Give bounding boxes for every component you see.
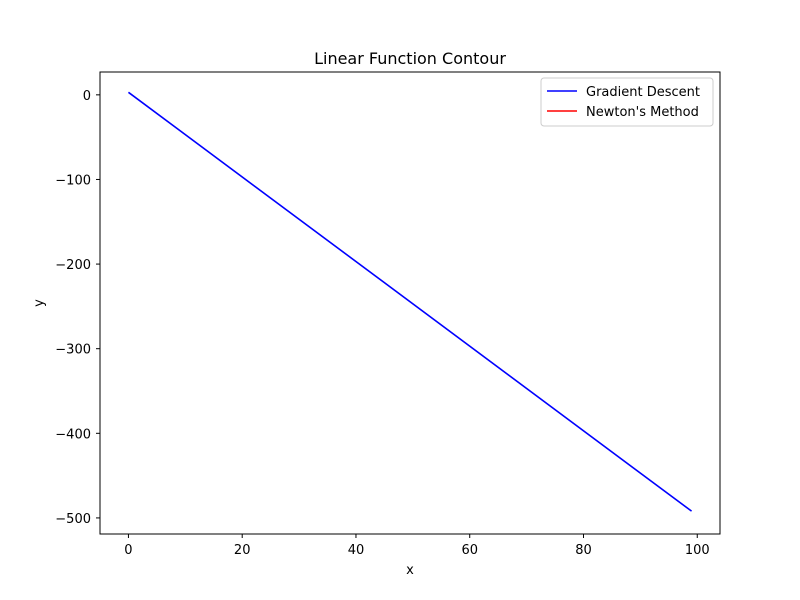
y-axis-label: y bbox=[32, 299, 47, 307]
x-tick-label: 20 bbox=[234, 543, 251, 558]
x-tick-label: 80 bbox=[575, 543, 592, 558]
x-tick-label: 60 bbox=[461, 543, 478, 558]
legend-label-newtons-method: Newton's Method bbox=[586, 105, 699, 120]
series-line-gradient-descent bbox=[127, 91, 693, 512]
legend: Gradient Descent Newton's Method bbox=[540, 77, 714, 127]
y-tick-label: −100 bbox=[55, 173, 91, 188]
y-tick-label: 0 bbox=[83, 89, 91, 104]
legend-label-gradient-descent: Gradient Descent bbox=[586, 85, 700, 100]
y-axis-ticks: 0 −100 −200 −300 −400 −500 bbox=[55, 89, 100, 527]
x-tick-label: 100 bbox=[685, 543, 710, 558]
series-layer bbox=[127, 91, 693, 512]
x-tick-label: 0 bbox=[124, 543, 132, 558]
y-tick-label: −500 bbox=[55, 512, 91, 527]
y-tick-label: −200 bbox=[55, 258, 91, 273]
x-axis-label: x bbox=[406, 563, 414, 578]
y-tick-label: −300 bbox=[55, 343, 91, 358]
y-tick-label: −400 bbox=[55, 427, 91, 442]
x-tick-label: 40 bbox=[348, 543, 365, 558]
legend-box bbox=[540, 77, 714, 127]
plot-area-frame bbox=[99, 71, 721, 535]
x-axis-ticks: 0 20 40 60 80 100 bbox=[124, 534, 710, 558]
chart-title: Linear Function Contour bbox=[314, 49, 506, 68]
